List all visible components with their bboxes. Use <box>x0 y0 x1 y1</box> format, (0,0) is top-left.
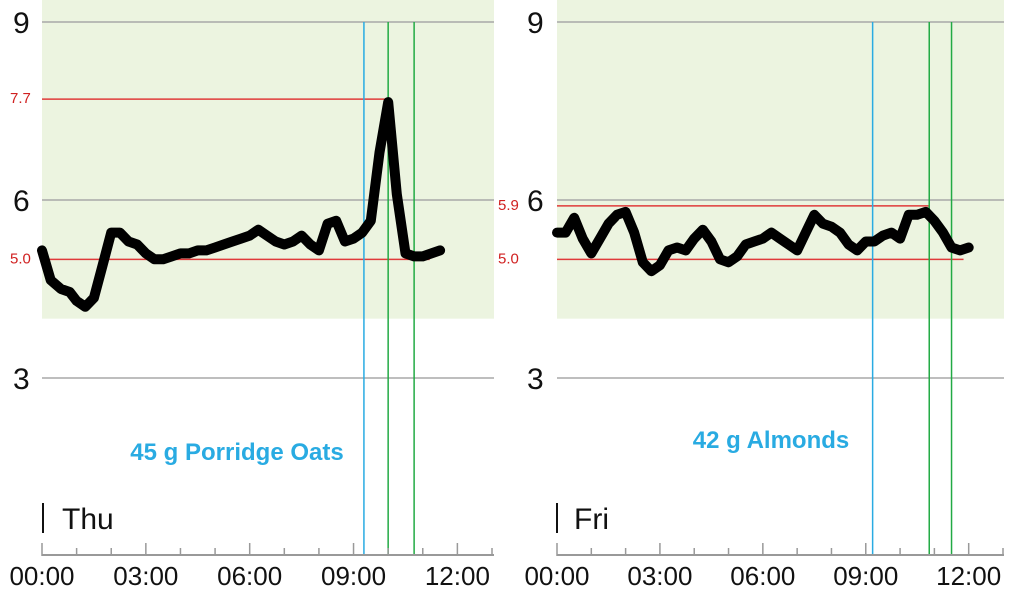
reference-line-label: 5.0 <box>498 250 519 267</box>
reference-line-label: 5.0 <box>10 250 31 267</box>
x-tick-label: 09:00 <box>833 561 898 591</box>
reference-line-label: 5.9 <box>498 197 519 214</box>
y-tick-label: 9 <box>13 7 30 40</box>
day-label: Fri <box>574 503 609 536</box>
x-tick-label: 12:00 <box>936 561 1001 591</box>
x-tick-label: 06:00 <box>217 561 282 591</box>
x-tick-label: 00:00 <box>9 561 74 591</box>
x-tick-label: 00:00 <box>524 561 589 591</box>
y-tick-label: 6 <box>13 185 30 218</box>
y-tick-label: 6 <box>527 185 544 218</box>
day-label: Thu <box>62 503 114 536</box>
glucose-series-line <box>37 97 446 312</box>
x-tick-label: 06:00 <box>730 561 795 591</box>
x-tick-label: 12:00 <box>425 561 490 591</box>
target-range-band <box>42 0 494 319</box>
x-tick-label: 09:00 <box>321 561 386 591</box>
reference-line-label: 7.7 <box>10 90 31 107</box>
chart-fri: 3 6 9 5.9 5.0 00:00 03:00 06:00 09:00 12:00 Fri 42 … <box>498 0 1004 591</box>
meal-annotation: 45 g Porridge Oats <box>130 439 343 466</box>
y-tick-label: 9 <box>527 7 544 40</box>
glucose-series-line <box>552 206 974 277</box>
x-tick-label: 03:00 <box>627 561 692 591</box>
meal-annotation: 42 g Almonds <box>693 427 849 454</box>
chart-thu: 3 6 9 7.7 5.0 00:00 03:00 06:00 09:00 12:00 Thu 45 … <box>9 0 494 591</box>
x-tick-label: 03:00 <box>113 561 178 591</box>
y-tick-label: 3 <box>13 363 30 396</box>
target-range-band <box>557 0 1004 319</box>
y-tick-label: 3 <box>527 363 544 396</box>
